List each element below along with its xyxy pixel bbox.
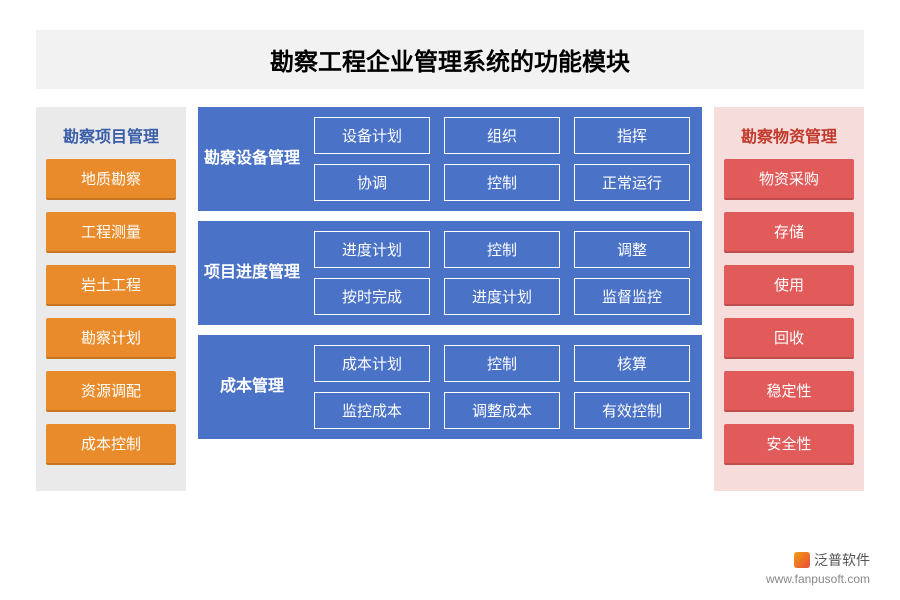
grid-cell: 组织 (444, 117, 560, 154)
block-label: 成本管理 (198, 345, 306, 429)
center-column: 勘察设备管理 设备计划 组织 指挥 协调 控制 正常运行 项目进度管理 进度计划… (198, 107, 702, 491)
right-column: 勘察物资管理 物资采购 存储 使用 回收 稳定性 安全性 (714, 107, 864, 491)
logo-icon (794, 552, 810, 568)
grid-cell: 指挥 (574, 117, 690, 154)
main-layout: 勘察项目管理 地质勘察 工程测量 岩土工程 勘察计划 资源调配 成本控制 勘察设… (36, 107, 864, 491)
block-label: 勘察设备管理 (198, 117, 306, 201)
center-block-equipment: 勘察设备管理 设备计划 组织 指挥 协调 控制 正常运行 (198, 107, 702, 211)
brand-url: www.fanpusoft.com (766, 572, 870, 586)
left-item: 勘察计划 (46, 318, 176, 359)
right-item: 物资采购 (724, 159, 854, 200)
left-item: 资源调配 (46, 371, 176, 412)
center-block-progress: 项目进度管理 进度计划 控制 调整 按时完成 进度计划 监督监控 (198, 221, 702, 325)
right-item: 稳定性 (724, 371, 854, 412)
grid-cell: 监控成本 (314, 392, 430, 429)
grid-cell: 成本计划 (314, 345, 430, 382)
brand-logo: 泛普软件 (794, 551, 870, 569)
left-column: 勘察项目管理 地质勘察 工程测量 岩土工程 勘察计划 资源调配 成本控制 (36, 107, 186, 491)
page-title: 勘察工程企业管理系统的功能模块 (36, 30, 864, 89)
grid-cell: 控制 (444, 164, 560, 201)
block-grid: 成本计划 控制 核算 监控成本 调整成本 有效控制 (314, 345, 690, 429)
right-header: 勘察物资管理 (724, 117, 854, 159)
left-item: 成本控制 (46, 424, 176, 465)
block-grid: 设备计划 组织 指挥 协调 控制 正常运行 (314, 117, 690, 201)
center-block-cost: 成本管理 成本计划 控制 核算 监控成本 调整成本 有效控制 (198, 335, 702, 439)
left-header: 勘察项目管理 (46, 117, 176, 159)
left-item: 岩土工程 (46, 265, 176, 306)
grid-cell: 核算 (574, 345, 690, 382)
block-grid: 进度计划 控制 调整 按时完成 进度计划 监督监控 (314, 231, 690, 315)
right-item: 存储 (724, 212, 854, 253)
grid-cell: 进度计划 (444, 278, 560, 315)
grid-cell: 有效控制 (574, 392, 690, 429)
grid-cell: 调整成本 (444, 392, 560, 429)
grid-cell: 控制 (444, 345, 560, 382)
left-item: 工程测量 (46, 212, 176, 253)
right-item: 使用 (724, 265, 854, 306)
right-item: 安全性 (724, 424, 854, 465)
footer: 泛普软件 www.fanpusoft.com (766, 551, 870, 588)
right-item: 回收 (724, 318, 854, 359)
grid-cell: 按时完成 (314, 278, 430, 315)
grid-cell: 控制 (444, 231, 560, 268)
grid-cell: 协调 (314, 164, 430, 201)
block-label: 项目进度管理 (198, 231, 306, 315)
grid-cell: 进度计划 (314, 231, 430, 268)
grid-cell: 监督监控 (574, 278, 690, 315)
brand-name: 泛普软件 (814, 551, 870, 569)
grid-cell: 设备计划 (314, 117, 430, 154)
grid-cell: 正常运行 (574, 164, 690, 201)
left-item: 地质勘察 (46, 159, 176, 200)
grid-cell: 调整 (574, 231, 690, 268)
